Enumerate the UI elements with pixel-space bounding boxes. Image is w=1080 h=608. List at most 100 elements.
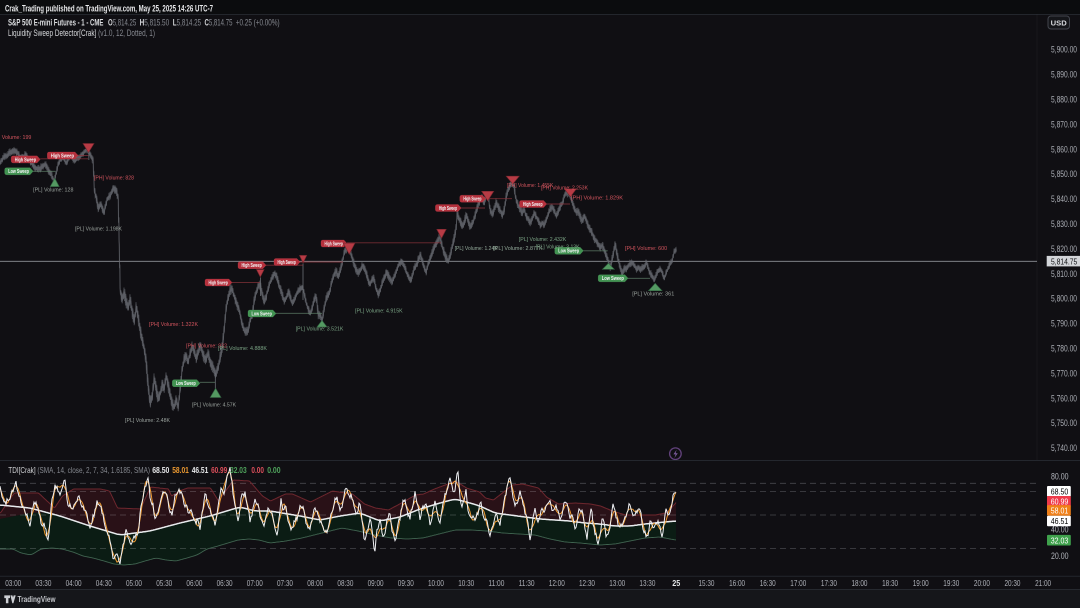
svg-text:[PH] Volume: 1.322K: [PH] Volume: 1.322K — [149, 322, 198, 328]
svg-text:16:00: 16:00 — [729, 579, 745, 588]
svg-text:High Sweep: High Sweep — [209, 280, 229, 286]
svg-text:Low Sweep: Low Sweep — [602, 276, 625, 282]
svg-text:5,850.00: 5,850.00 — [1051, 169, 1077, 179]
svg-text:04:00: 04:00 — [66, 579, 82, 588]
svg-text:[PH] Volume: 2.253K: [PH] Volume: 2.253K — [541, 185, 588, 191]
svg-text:Low Sweep: Low Sweep — [8, 169, 29, 175]
svg-text:[PH] Volume: 199: [PH] Volume: 199 — [0, 135, 31, 141]
svg-text:46.51: 46.51 — [192, 465, 209, 475]
svg-text:[PL] Volume: 1.24K: [PL] Volume: 1.24K — [455, 246, 498, 252]
svg-text:[PL] Volume: 1.198K: [PL] Volume: 1.198K — [75, 227, 122, 233]
svg-text:[PH] Volume: 600: [PH] Volume: 600 — [625, 246, 668, 252]
svg-text:09:00: 09:00 — [368, 579, 384, 588]
svg-text:04:30: 04:30 — [96, 579, 112, 588]
svg-text:09:30: 09:30 — [398, 579, 414, 588]
svg-text:Low Sweep: Low Sweep — [252, 311, 273, 317]
svg-text:5,830.00: 5,830.00 — [1051, 219, 1077, 229]
svg-text:0.00: 0.00 — [251, 465, 264, 475]
svg-text:07:30: 07:30 — [277, 579, 293, 588]
svg-text:5,770.00: 5,770.00 — [1051, 368, 1077, 378]
svg-text:S&P 500 E-mini Futures - 1 - C: S&P 500 E-mini Futures - 1 - CME — [8, 18, 103, 28]
svg-text:[PH] Volume: 828: [PH] Volume: 828 — [94, 176, 135, 182]
svg-text:TDI[Crak] (SMA, 14, close, 2,: TDI[Crak] (SMA, 14, close, 2, 7, 34, 1.6… — [8, 465, 150, 475]
svg-text:[PL] Volume: 2.877K: [PL] Volume: 2.877K — [493, 246, 542, 252]
svg-text:5,790.00: 5,790.00 — [1051, 319, 1077, 329]
svg-text:5,814.75: 5,814.75 — [1051, 256, 1077, 266]
svg-text:High Sweep: High Sweep — [463, 197, 482, 203]
svg-text:[PL] Volume: 3.13K: [PL] Volume: 3.13K — [536, 244, 580, 250]
svg-text:TradingView: TradingView — [18, 594, 56, 604]
svg-text:+0.25 (+0.00%): +0.25 (+0.00%) — [236, 18, 280, 28]
svg-text:60.99: 60.99 — [1051, 496, 1069, 506]
svg-text:Low Sweep: Low Sweep — [176, 381, 196, 387]
svg-text:13:00: 13:00 — [609, 579, 625, 588]
svg-text:[PL] Volume: 2.48K: [PL] Volume: 2.48K — [125, 418, 170, 424]
svg-text:5,760.00: 5,760.00 — [1051, 393, 1077, 403]
svg-text:05:00: 05:00 — [126, 579, 142, 588]
svg-text:11:30: 11:30 — [519, 579, 535, 588]
svg-text:5,810.00: 5,810.00 — [1051, 269, 1077, 279]
svg-text:06:30: 06:30 — [217, 579, 233, 588]
svg-text:5,840.00: 5,840.00 — [1051, 194, 1077, 204]
svg-text:18:00: 18:00 — [852, 579, 868, 588]
svg-text:Liquidity Sweep Detector[Crak]: Liquidity Sweep Detector[Crak] (v1.0, 12… — [8, 28, 155, 38]
svg-text:5,750.00: 5,750.00 — [1051, 418, 1077, 428]
svg-text:16:30: 16:30 — [760, 579, 776, 588]
svg-text:20.00: 20.00 — [1051, 551, 1069, 561]
svg-text:17:30: 17:30 — [821, 579, 837, 588]
svg-text:17:00: 17:00 — [790, 579, 806, 588]
svg-text:[PH] Volume: 1.829K: [PH] Volume: 1.829K — [571, 196, 623, 202]
svg-text:[PL] Volume: 361: [PL] Volume: 361 — [632, 291, 674, 297]
svg-text:05:30: 05:30 — [156, 579, 172, 588]
svg-text:5,860.00: 5,860.00 — [1051, 144, 1077, 154]
svg-text:Low Sweep: Low Sweep — [558, 249, 579, 255]
svg-text:C5,814.75: C5,814.75 — [205, 18, 233, 28]
svg-text:O5,814.25: O5,814.25 — [108, 18, 136, 28]
svg-text:68.50: 68.50 — [152, 465, 169, 475]
svg-text:High Sweep: High Sweep — [15, 157, 37, 163]
svg-text:21:00: 21:00 — [1035, 579, 1051, 588]
svg-text:06:00: 06:00 — [186, 579, 202, 588]
svg-text:58.01: 58.01 — [1051, 506, 1069, 516]
svg-text:[PL] Volume: 4.915K: [PL] Volume: 4.915K — [355, 309, 403, 315]
svg-text:[PL] Volume: 2.432K: [PL] Volume: 2.432K — [519, 237, 567, 243]
svg-text:08:00: 08:00 — [307, 579, 323, 588]
svg-text:High Sweep: High Sweep — [278, 260, 297, 266]
svg-text:5,870.00: 5,870.00 — [1051, 119, 1077, 129]
svg-text:H5,815.50: H5,815.50 — [140, 18, 170, 28]
svg-text:12:30: 12:30 — [579, 579, 595, 588]
svg-text:19:00: 19:00 — [913, 579, 929, 588]
svg-text:11:00: 11:00 — [488, 579, 504, 588]
svg-text:[PL] Volume: 4.888K: [PL] Volume: 4.888K — [218, 346, 267, 352]
svg-text:40.00: 40.00 — [1051, 525, 1069, 535]
svg-text:Crak_Trading published on Trad: Crak_Trading published on TradingView.co… — [5, 4, 213, 14]
svg-text:5,800.00: 5,800.00 — [1051, 294, 1077, 304]
svg-text:High Sweep: High Sweep — [325, 241, 344, 247]
svg-text:15:30: 15:30 — [699, 579, 715, 588]
svg-text:10:30: 10:30 — [458, 579, 474, 588]
svg-text:07:00: 07:00 — [247, 579, 263, 588]
svg-text:80.00: 80.00 — [1051, 472, 1069, 482]
svg-text:20:00: 20:00 — [974, 579, 990, 588]
svg-text:20:30: 20:30 — [1005, 579, 1021, 588]
svg-text:5,900.00: 5,900.00 — [1051, 45, 1077, 55]
svg-text:10:00: 10:00 — [428, 579, 444, 588]
svg-text:58.01: 58.01 — [172, 465, 189, 475]
svg-text:[PH] Volume: 932: [PH] Volume: 932 — [186, 344, 227, 350]
svg-text:13:30: 13:30 — [639, 579, 655, 588]
svg-text:32.03: 32.03 — [230, 465, 247, 475]
svg-text:[PL] Volume: 128: [PL] Volume: 128 — [33, 188, 74, 194]
svg-text:[PL] Volume: 4.57K: [PL] Volume: 4.57K — [192, 402, 236, 408]
svg-text:25: 25 — [672, 579, 680, 588]
svg-text:5,880.00: 5,880.00 — [1051, 95, 1077, 105]
svg-text:USD: USD — [1051, 19, 1068, 28]
svg-text:5,820.00: 5,820.00 — [1051, 244, 1077, 254]
svg-text:46.51: 46.51 — [1051, 516, 1069, 526]
svg-text:19:30: 19:30 — [943, 579, 959, 588]
svg-text:[PH] Volume: 1.455K: [PH] Volume: 1.455K — [507, 183, 553, 189]
svg-text:12:00: 12:00 — [549, 579, 565, 588]
svg-text:5,890.00: 5,890.00 — [1051, 70, 1077, 80]
svg-text:18:30: 18:30 — [882, 579, 898, 588]
svg-text:High Sweep: High Sweep — [523, 202, 543, 208]
svg-text:5,740.00: 5,740.00 — [1051, 443, 1077, 453]
